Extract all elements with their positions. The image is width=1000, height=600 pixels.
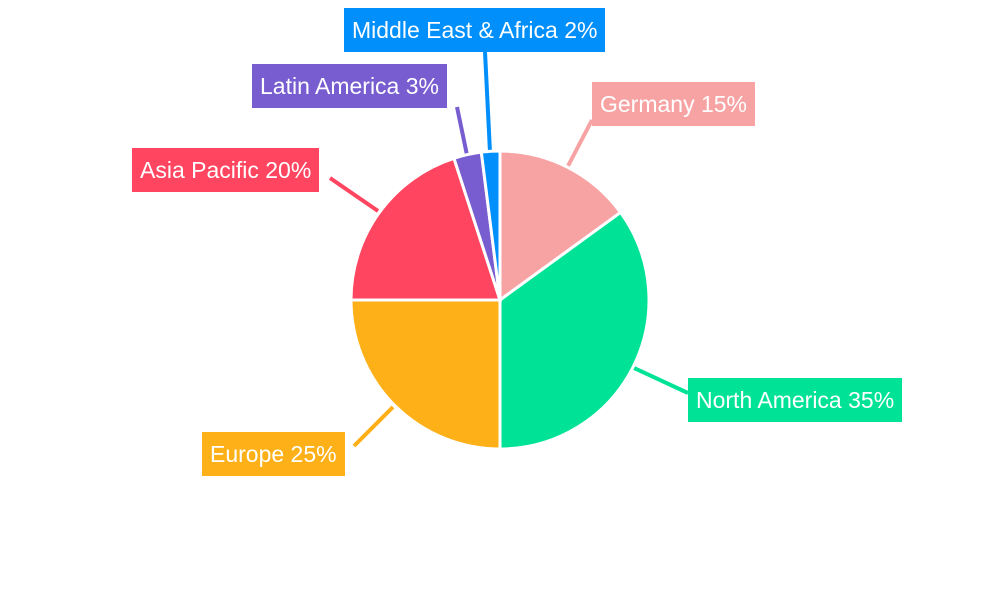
data-label-germany: Germany 15% <box>592 82 756 126</box>
leader-line-latin-america <box>455 106 469 156</box>
data-label-asia-pacific: Asia Pacific 20% <box>132 148 320 192</box>
pie-slice-north-america[interactable] <box>498 210 651 451</box>
leader-line-asia-pacific <box>328 176 380 213</box>
pie-slice-asia-pacific[interactable] <box>349 156 503 302</box>
leader-line-middle-east-africa <box>483 51 492 153</box>
data-label-north-america: North America 35% <box>688 378 903 422</box>
pie-slice-middle-east-africa[interactable] <box>479 149 502 301</box>
leader-line-germany <box>566 119 594 167</box>
data-label-latin-america: Latin America 3% <box>252 64 447 108</box>
pie-slice-germany[interactable] <box>498 149 623 303</box>
data-label-europe: Europe 25% <box>202 432 345 476</box>
leader-line-north-america <box>633 366 689 395</box>
pie-slice-europe[interactable] <box>349 298 502 451</box>
data-label-middle-east-africa: Middle East & Africa 2% <box>344 8 606 52</box>
leader-line-europe <box>352 405 395 448</box>
